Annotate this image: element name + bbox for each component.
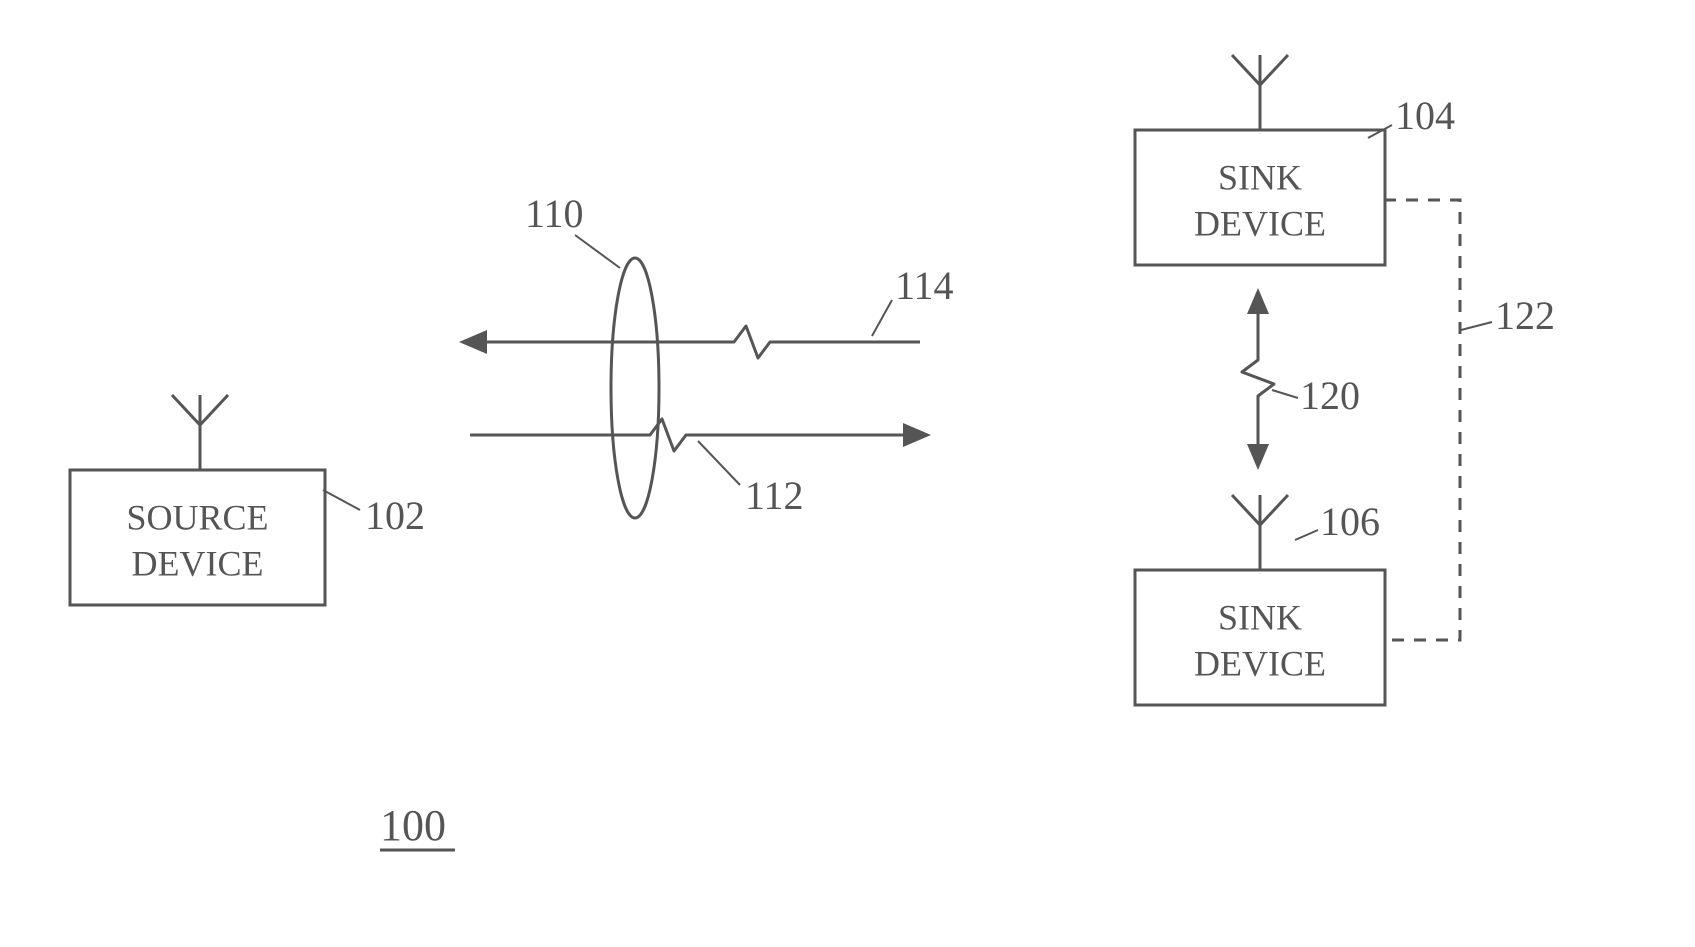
source-device-ref-text: 102 bbox=[365, 493, 425, 538]
sink-device-2-ref-text: 106 bbox=[1320, 499, 1380, 544]
signal-112-ref-lead bbox=[698, 441, 740, 485]
channel-ref-lead bbox=[575, 235, 620, 268]
link-120-head-top bbox=[1247, 288, 1269, 314]
link-120-head-bottom bbox=[1247, 444, 1269, 470]
channel-ref-text: 110 bbox=[525, 191, 584, 236]
link-122 bbox=[1384, 200, 1460, 640]
link-122-ref-lead bbox=[1461, 322, 1492, 330]
link-120-ref-text: 120 bbox=[1300, 373, 1360, 418]
signal-arrow-114 bbox=[470, 326, 920, 358]
source-device-label-1: SOURCE bbox=[126, 498, 268, 538]
link-122-ref-text: 122 bbox=[1495, 293, 1555, 338]
signal-arrow-114-head bbox=[459, 330, 487, 354]
signal-arrow-112-head bbox=[903, 423, 931, 447]
source-device-ref-lead bbox=[323, 490, 360, 510]
sink-device-1-ref-text: 104 bbox=[1395, 93, 1455, 138]
signal-114-ref-text: 114 bbox=[895, 263, 954, 308]
sink-device-1-label-2: DEVICE bbox=[1194, 203, 1326, 243]
signal-arrow-112 bbox=[470, 419, 920, 451]
sink-device-1-label-1: SINK bbox=[1218, 158, 1302, 198]
sink-device-2-label-1: SINK bbox=[1218, 598, 1302, 638]
signal-114-ref-lead bbox=[872, 300, 892, 336]
sink-device-2-ref-lead bbox=[1295, 530, 1318, 540]
link-120-ref-lead bbox=[1272, 390, 1298, 398]
figure-number: 100 bbox=[380, 801, 446, 850]
sink-device-2-label-2: DEVICE bbox=[1194, 643, 1326, 683]
link-120 bbox=[1242, 298, 1274, 460]
channel-ellipse bbox=[611, 258, 659, 518]
signal-112-ref-text: 112 bbox=[745, 473, 804, 518]
source-device-label-2: DEVICE bbox=[132, 543, 264, 583]
